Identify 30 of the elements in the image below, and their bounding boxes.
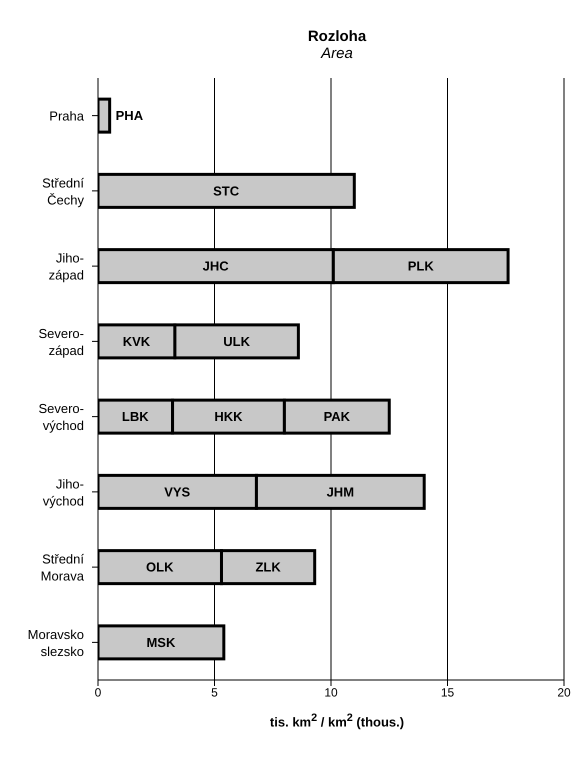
data-label: LBK — [122, 409, 150, 424]
y-tick-label: Moravsko slezsko — [28, 626, 84, 658]
data-label: JHM — [326, 484, 354, 500]
data-label: OLK — [146, 560, 174, 575]
data-label: PLK — [408, 258, 434, 274]
y-tick-label: Praha — [49, 108, 85, 124]
data-label: HKK — [214, 409, 244, 424]
data-label: KVK — [122, 334, 151, 349]
y-tick-label: Střední Čechy — [42, 174, 84, 207]
x-tick-label: 0 — [94, 686, 102, 700]
x-tick-label: 20 — [557, 686, 571, 700]
y-tick-label: Střední Morava — [40, 551, 85, 584]
x-axis-title: tis. km$^{2}$ / km$^{2}$ (thous.) — [268, 712, 406, 730]
x-tick-label: 10 — [324, 686, 338, 700]
data-label: JHC — [202, 258, 230, 274]
y-tick-label: Severo-západ — [38, 325, 84, 358]
y-tick-label: Jiho-východ — [42, 476, 84, 508]
x-tick-label: 15 — [440, 686, 454, 700]
x-tick-label: 5 — [211, 686, 218, 700]
chart-title: Rozloha — [306, 28, 368, 45]
data-label: PHA — [116, 108, 144, 124]
data-label: MSK — [146, 634, 176, 650]
data-label: VYS — [164, 484, 191, 500]
y-tick-label: Severo-východ — [38, 400, 84, 433]
data-label: STC — [213, 183, 240, 198]
data-label: ULK — [223, 334, 251, 349]
chart-subtitle: Area — [320, 45, 354, 62]
data-label: PAK — [324, 409, 351, 424]
data-label: ZLK — [255, 560, 282, 575]
y-tick-label: Jiho-západ — [48, 250, 84, 282]
